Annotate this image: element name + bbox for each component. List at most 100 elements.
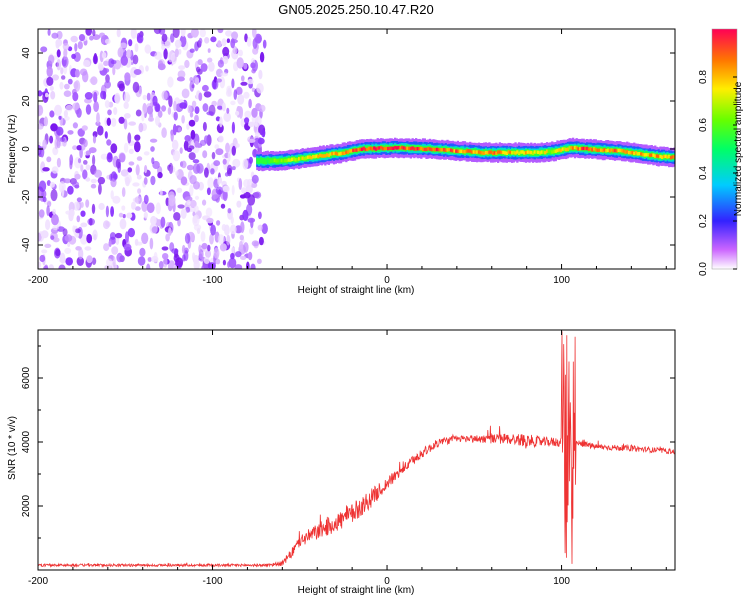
signal-track-cell (572, 146, 575, 150)
signal-track-cell (579, 146, 582, 151)
signal-track-cell (312, 155, 315, 159)
spectrogram-x-tick-label: 0 (384, 275, 390, 286)
noise-blob (126, 49, 132, 59)
noise-blob (104, 38, 111, 45)
signal-track-cell (606, 148, 610, 152)
signal-track-cell (512, 150, 515, 155)
signal-track-cell (549, 149, 552, 153)
signal-track-cell (612, 149, 615, 153)
signal-track-cell (633, 151, 636, 156)
noise-blob (52, 208, 56, 215)
noise-blob (231, 145, 236, 156)
noise-blob (252, 29, 257, 39)
noise-blob (72, 102, 80, 111)
noise-blob (51, 166, 59, 174)
noise-blob (85, 177, 91, 182)
noise-blob (168, 95, 173, 108)
noise-blob (180, 176, 188, 186)
noise-blob (192, 163, 201, 175)
spectrogram-x-tick-label: -200 (28, 275, 48, 286)
signal-track-cell (622, 149, 625, 153)
noise-blob (217, 105, 223, 110)
signal-track-cell (268, 159, 271, 164)
noise-blob (99, 32, 106, 38)
signal-track-cell (353, 148, 357, 152)
noise-blob (240, 81, 248, 86)
noise-blob (246, 36, 252, 47)
noise-blob (77, 41, 83, 50)
noise-blob (205, 249, 211, 259)
noise-blob (202, 84, 209, 92)
signal-track-cell (516, 150, 519, 154)
noise-blob (100, 90, 106, 100)
signal-track-cell (533, 150, 536, 154)
noise-blob (153, 29, 162, 35)
signal-track-cell (610, 148, 613, 152)
noise-blob (181, 115, 185, 124)
signal-track-cell (479, 150, 482, 155)
noise-blob (150, 215, 157, 226)
signal-track-cell (666, 155, 669, 159)
signal-track-cell (394, 145, 397, 150)
noise-blob (254, 122, 258, 127)
signal-track-cell (460, 149, 463, 153)
noise-blob (204, 167, 209, 178)
signal-track-cell (645, 153, 648, 157)
signal-track-cell (568, 146, 571, 150)
signal-track-cell (338, 152, 341, 156)
signal-track-cell (584, 146, 587, 151)
noise-blob (181, 244, 186, 254)
signal-track-cell (538, 151, 542, 155)
noise-blob (161, 127, 167, 138)
noise-blob (49, 135, 54, 144)
signal-track-cell (462, 149, 465, 154)
noise-blob (123, 243, 132, 251)
noise-blob (151, 157, 155, 165)
noise-blob (115, 158, 121, 169)
snr-y-tick-label: 2000 (21, 494, 32, 517)
noise-blob (89, 217, 93, 226)
noise-blob (44, 243, 52, 248)
noise-blob (56, 30, 63, 40)
noise-blob (143, 151, 150, 156)
signal-track-cell (521, 150, 524, 154)
signal-track-cell (369, 146, 372, 150)
noise-blob (127, 227, 135, 238)
noise-blob (207, 48, 211, 53)
signal-track-cell (488, 150, 491, 154)
noise-blob (70, 35, 78, 43)
noise-blob (173, 111, 178, 121)
signal-track-cell (289, 158, 292, 162)
noise-blob (56, 226, 65, 232)
noise-blob (137, 256, 146, 266)
noise-blob (73, 201, 80, 211)
signal-track-cell (493, 151, 496, 155)
noise-blob (215, 186, 224, 195)
signal-track-cell (648, 153, 652, 157)
noise-blob (85, 199, 90, 208)
noise-blob (146, 92, 151, 101)
signal-track-cell (627, 150, 631, 155)
noise-blob (146, 202, 155, 214)
noise-blob (235, 110, 240, 116)
signal-track-cell (408, 146, 411, 151)
noise-blob (119, 153, 126, 163)
noise-blob (236, 200, 242, 208)
noise-blob (188, 145, 195, 150)
noise-blob (189, 48, 195, 53)
noise-blob (52, 74, 59, 81)
noise-blob (193, 205, 199, 213)
noise-blob (79, 68, 88, 76)
noise-blob (110, 190, 114, 200)
noise-blob (59, 137, 65, 142)
noise-blob (225, 142, 230, 153)
noise-blob (113, 107, 118, 115)
signal-track-cell (275, 159, 278, 163)
noise-blob (226, 107, 230, 114)
noise-blob (247, 78, 254, 85)
noise-blob (46, 66, 53, 78)
noise-blob (188, 119, 196, 127)
noise-blob (202, 121, 207, 132)
signal-track-cell (528, 150, 531, 154)
noise-blob (134, 206, 141, 211)
